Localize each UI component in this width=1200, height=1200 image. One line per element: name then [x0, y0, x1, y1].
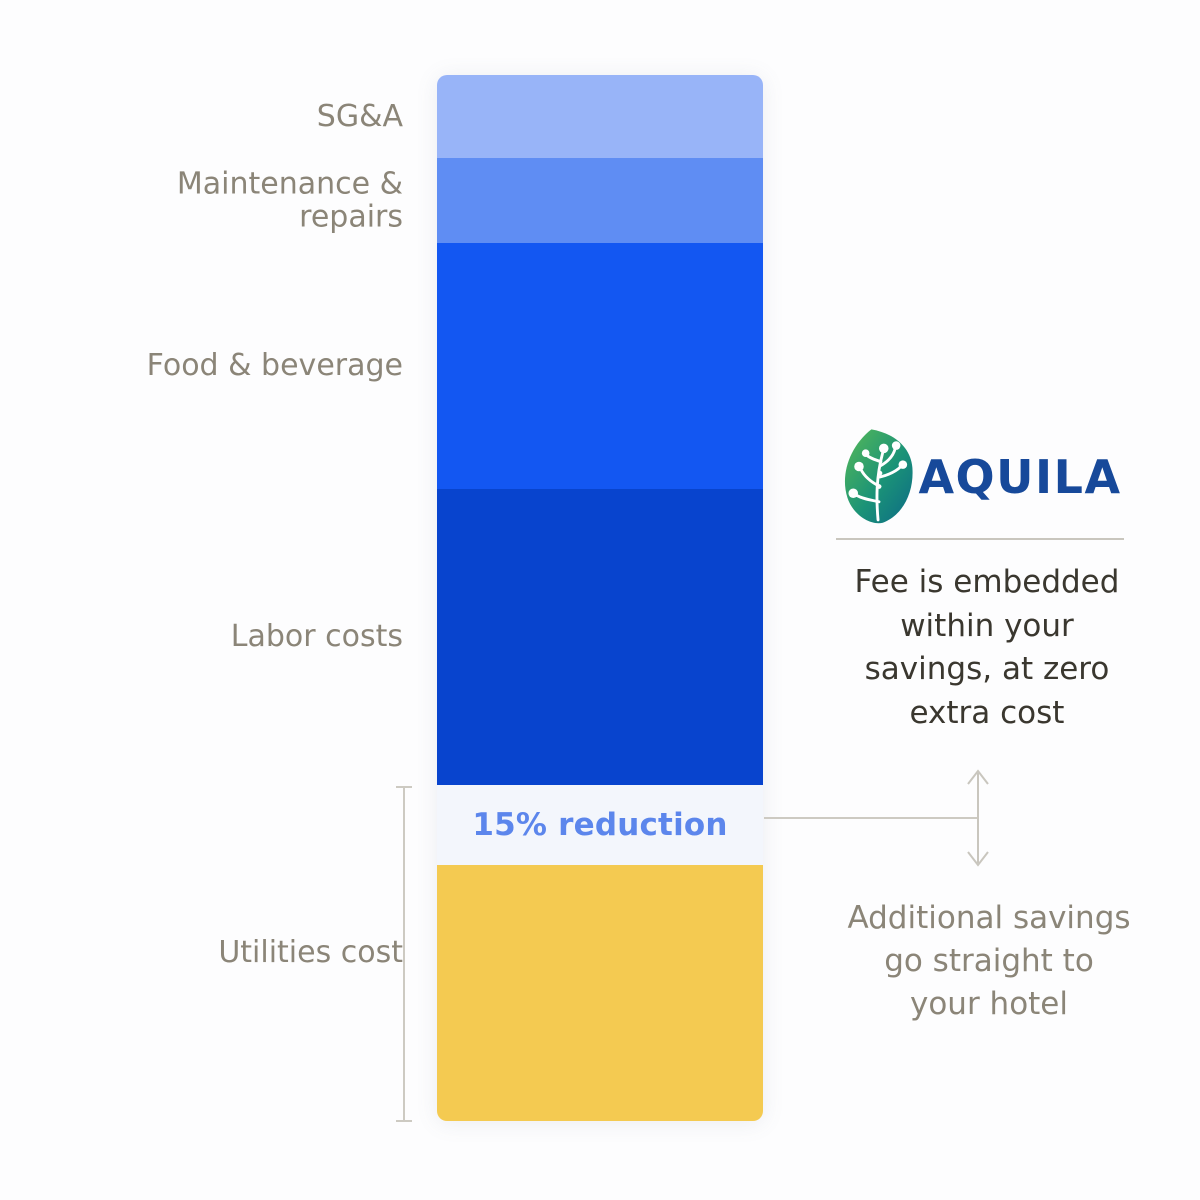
savings-note: Additional savings go straight to your h… [847, 900, 1131, 1023]
logo-divider [836, 538, 1124, 540]
bar-segment-sg-a [437, 75, 763, 158]
reduction-connector-line [764, 817, 978, 819]
bar-label-food-beverage: Food & beverage [146, 348, 403, 384]
bar-segment-food-beverage [437, 243, 763, 489]
bar-label-labor-costs: Labor costs [230, 619, 403, 655]
bar-label-utilities-cost: Utilities cost [218, 935, 403, 971]
stacked-bar: 15% reduction [437, 75, 763, 1121]
aquila-logo: AQUILA [822, 424, 1138, 530]
leaf-circuit-icon [845, 429, 914, 524]
double-arrow-icon [967, 769, 989, 867]
bar-label-sg-a: SG&A [316, 98, 403, 134]
bar-segment-utilities-cost [437, 865, 763, 1121]
utilities-bracket [403, 786, 405, 1122]
fee-note: Fee is embedded within your savings, at … [854, 564, 1120, 732]
bar-segment-maintenance-repairs [437, 158, 763, 243]
bar-segment-15-reduction: 15% reduction [437, 785, 763, 865]
bar-label-maintenance-repairs: Maintenance & repairs [176, 165, 403, 235]
brand-name: AQUILA [918, 450, 1122, 504]
bar-segment-labor-costs [437, 489, 763, 785]
utilities-bracket-cap-bottom [396, 1120, 412, 1122]
